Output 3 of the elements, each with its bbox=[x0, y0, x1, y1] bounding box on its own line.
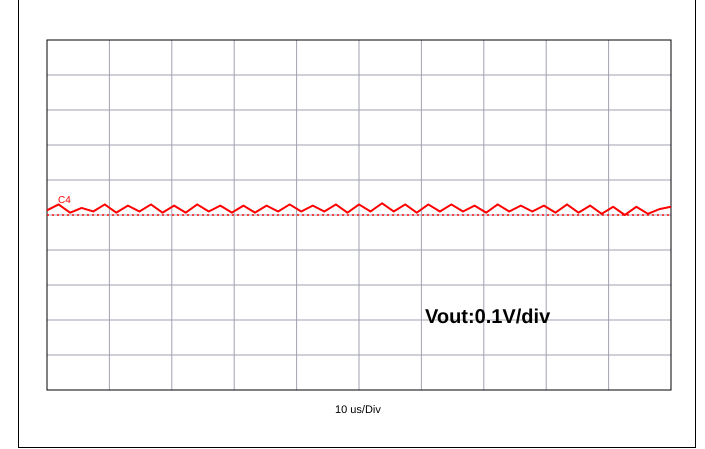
text: 10 us/Div bbox=[335, 404, 382, 416]
annotation: C4 bbox=[58, 195, 72, 206]
text: Vout:0.1V/div bbox=[425, 306, 552, 328]
